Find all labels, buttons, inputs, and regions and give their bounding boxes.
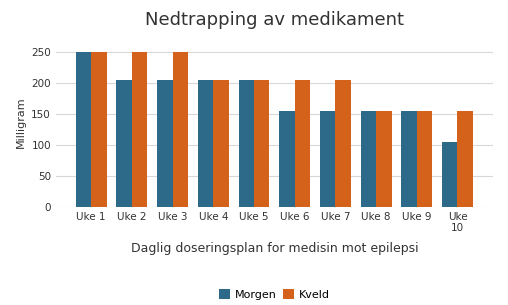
Bar [417, 111, 432, 207]
Bar [239, 80, 254, 207]
Bar [335, 80, 351, 207]
Bar [198, 80, 213, 207]
Bar [76, 52, 91, 207]
Bar [401, 111, 417, 207]
Bar [361, 111, 376, 207]
Bar [173, 52, 188, 207]
Bar [213, 80, 229, 207]
Bar [254, 80, 269, 207]
Bar [116, 80, 132, 207]
Y-axis label: Milligram: Milligram [16, 96, 26, 148]
Bar [295, 80, 310, 207]
Bar [157, 80, 173, 207]
Bar [376, 111, 392, 207]
Legend: Morgen, Kveld: Morgen, Kveld [214, 285, 334, 304]
Bar [91, 52, 107, 207]
X-axis label: Daglig doseringsplan for medisin mot epilepsi: Daglig doseringsplan for medisin mot epi… [131, 242, 418, 254]
Title: Nedtrapping av medikament: Nedtrapping av medikament [145, 12, 404, 30]
Bar [457, 111, 473, 207]
Bar [320, 111, 335, 207]
Bar [279, 111, 295, 207]
Bar [132, 52, 147, 207]
Bar [442, 142, 457, 207]
